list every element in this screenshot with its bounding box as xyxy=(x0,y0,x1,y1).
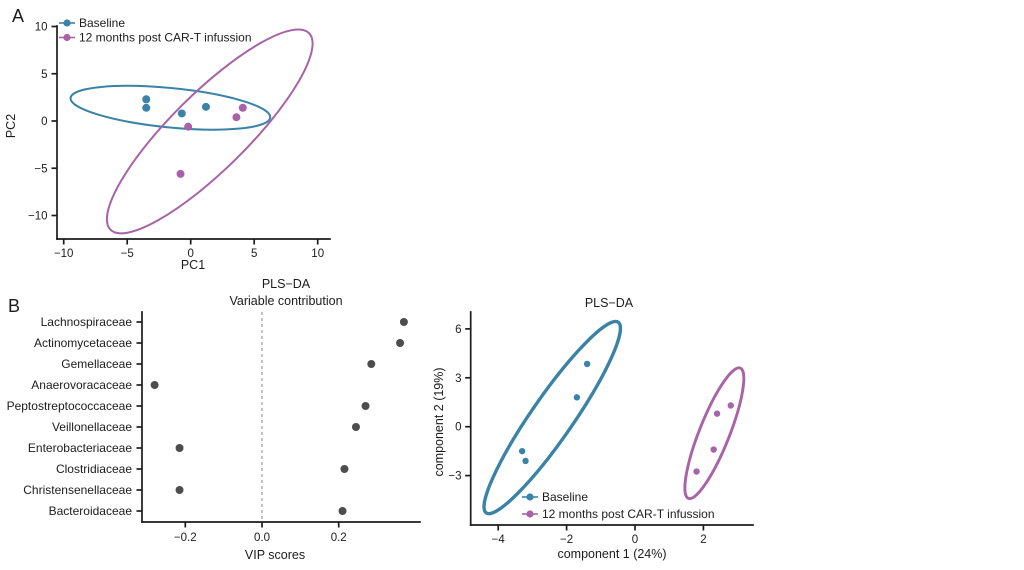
scatter-point-post xyxy=(232,113,241,122)
confidence-ellipse xyxy=(69,84,272,131)
scatter-point-baseline xyxy=(518,447,526,455)
chart-title: PLS−DA xyxy=(262,277,311,291)
category-label: Lachnospiraceae xyxy=(41,315,133,329)
x-axis-label: PC1 xyxy=(181,258,205,272)
y-tick-label: 10 xyxy=(35,22,48,34)
scatter-point-post xyxy=(713,410,721,417)
vip-dot xyxy=(338,507,347,515)
legend-label: Baseline xyxy=(542,490,588,504)
panel-a-label: A xyxy=(12,6,25,26)
legend-key-dot xyxy=(63,19,71,27)
y-tick-label: −3 xyxy=(448,471,461,483)
x-tick-label: −5 xyxy=(121,248,134,260)
x-tick-label: 0 xyxy=(632,534,638,546)
panel-b-label: B xyxy=(8,296,21,316)
vip-dot xyxy=(399,318,408,326)
x-axis-label: component 1 (24%) xyxy=(557,547,666,561)
legend-label: 12 months post CAR-T infussion xyxy=(542,507,715,521)
scatter-point-post xyxy=(710,446,717,453)
legend-key-dot xyxy=(526,493,534,501)
x-tick-label: 0.0 xyxy=(254,532,270,544)
y-tick-label: −10 xyxy=(28,211,48,223)
chart-title: PLS−DA xyxy=(585,296,634,310)
legend-key-dot xyxy=(63,33,71,42)
x-tick-label: 0.2 xyxy=(331,532,347,544)
scatter-point-post xyxy=(176,169,185,178)
x-tick-label: 0 xyxy=(187,248,193,260)
scatter-point-post xyxy=(727,402,734,409)
confidence-ellipse xyxy=(683,366,746,501)
x-tick-label: −10 xyxy=(54,248,74,260)
x-axis-label: VIP scores xyxy=(245,548,305,562)
y-tick-label: 3 xyxy=(455,373,461,385)
x-tick-label: −4 xyxy=(492,534,506,546)
scatter-point-baseline xyxy=(522,457,529,465)
scatter-point-post xyxy=(184,122,193,131)
scatter-point-baseline xyxy=(142,103,151,112)
y-tick-label: 5 xyxy=(41,69,47,81)
vip-dot xyxy=(367,360,376,368)
category-label: Enterobacteriaceae xyxy=(28,441,132,455)
scatter-point-post xyxy=(693,468,700,475)
legend-label: Baseline xyxy=(79,16,125,30)
chart-subtitle: Variable contribution xyxy=(229,294,342,308)
vip-dot xyxy=(150,381,159,389)
vip-dot xyxy=(175,444,184,452)
y-axis-label: component 2 (19%) xyxy=(432,367,446,476)
category-label: Actinomycetaceae xyxy=(34,336,132,350)
scatter-point-baseline xyxy=(583,360,591,368)
x-tick-label: 2 xyxy=(700,534,706,546)
category-label: Bacteroidaceae xyxy=(49,504,133,518)
legend-key-dot xyxy=(526,510,534,518)
plsda-chart: PLS−DA −4 −2 0 2 6 3 0 −3 component 1 (24%) compon… xyxy=(432,296,754,561)
category-label: Peptostreptococcaceae xyxy=(7,399,133,413)
category-label: Gemellaceae xyxy=(61,357,132,371)
x-tick-label: 5 xyxy=(251,248,257,260)
scatter-point-post xyxy=(238,103,247,112)
category-label: Anaerovoracaceae xyxy=(31,378,132,392)
x-tick-label: 10 xyxy=(311,248,324,260)
y-tick-label: −5 xyxy=(34,163,47,175)
vip-dot xyxy=(351,423,360,431)
category-label: Veillonellaceae xyxy=(52,420,132,434)
x-tick-label: −0.2 xyxy=(174,532,197,544)
scatter-point-baseline xyxy=(201,102,210,111)
scatter-point-baseline xyxy=(177,109,186,118)
confidence-ellipse xyxy=(105,28,314,235)
y-axis-label: PC2 xyxy=(4,114,18,138)
y-tick-label: 6 xyxy=(455,324,461,336)
legend-label: 12 months post CAR-T infussion xyxy=(79,31,252,45)
vip-dot xyxy=(340,465,349,473)
vip-dot xyxy=(361,402,370,410)
scatter-point-baseline xyxy=(142,95,151,104)
category-label: Clostridiaceae xyxy=(56,462,132,476)
y-tick-label: 0 xyxy=(455,422,461,434)
scatter-point-baseline xyxy=(573,394,581,401)
y-tick-label: 0 xyxy=(41,116,47,128)
vip-dot xyxy=(175,486,184,494)
vip-dot xyxy=(396,339,405,347)
x-tick-label: −2 xyxy=(560,534,573,546)
vip-chart: PLS−DA Variable contribution −0.2 0.0 0.2 VIP… xyxy=(7,277,421,562)
category-label: Christensenellaceae xyxy=(23,483,132,497)
